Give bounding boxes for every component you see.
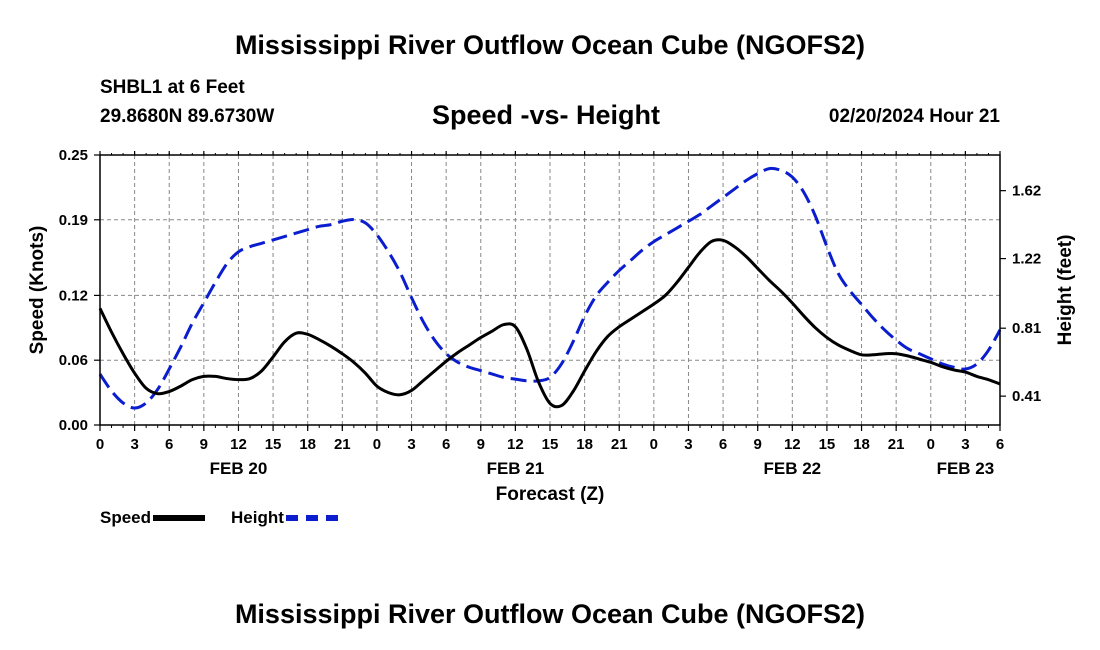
x-tick-label: 15 (265, 436, 282, 453)
x-tick-label: 3 (130, 436, 138, 453)
x-tick-label: 9 (754, 436, 762, 453)
x-tick-label: 12 (230, 436, 247, 453)
x-tick-label: 9 (477, 436, 485, 453)
station-name: SHBL1 at 6 Feet (100, 77, 245, 98)
x-tick-label: 21 (334, 436, 351, 453)
x-tick-label: 6 (996, 436, 1004, 453)
y2-tick-label: 1.62 (1012, 183, 1041, 200)
x-tick-label: 9 (200, 436, 208, 453)
x-tick-label: 0 (650, 436, 658, 453)
y-tick-label: 0.19 (59, 212, 88, 229)
date-label: FEB 23 (937, 459, 995, 478)
x-tick-label: 12 (784, 436, 801, 453)
legend-item-speed: Speed (100, 508, 206, 528)
footer-title: Mississippi River Outflow Ocean Cube (NG… (234, 599, 866, 629)
main-title: Mississippi River Outflow Ocean Cube (NG… (234, 30, 866, 60)
x-tick-label: 3 (407, 436, 415, 453)
x-tick-label: 6 (165, 436, 173, 453)
y2-tick-label: 1.22 (1012, 251, 1041, 268)
y-tick-label: 0.06 (59, 352, 88, 369)
x-tick-label: 0 (373, 436, 381, 453)
x-tick-label: 18 (299, 436, 316, 453)
x-tick-label: 0 (96, 436, 104, 453)
legend-label-height: Height (231, 508, 284, 527)
x-tick-label: 15 (542, 436, 559, 453)
x-tick-label: 3 (684, 436, 692, 453)
date-label: FEB 20 (210, 459, 268, 478)
date-label: FEB 21 (487, 459, 545, 478)
y-axis-label: Speed (Knots) (27, 226, 48, 355)
x-tick-label: 18 (576, 436, 593, 453)
x-tick-label: 6 (442, 436, 450, 453)
run-datetime: 02/20/2024 Hour 21 (828, 106, 1000, 127)
x-tick-label: 0 (927, 436, 935, 453)
legend-swatch-speed (153, 515, 206, 521)
x-tick-label: 21 (888, 436, 905, 453)
y2-tick-label: 0.81 (1012, 320, 1041, 337)
x-tick-label: 21 (611, 436, 628, 453)
chart-title: Speed -vs- Height (432, 100, 661, 130)
x-tick-label: 3 (961, 436, 969, 453)
y2-axis-label: Height (feet) (1055, 235, 1076, 346)
y-tick-label: 0.12 (59, 287, 88, 304)
x-tick-label: 15 (819, 436, 836, 453)
axis-layer: 0 3 6 9 12 15 18 21 0 3 6 9 12 15 18 21 0 3 6 9 12 15 18 21 0 3 6F… (59, 147, 1041, 478)
legend-swatch-height (285, 515, 338, 521)
series-line-speed (98, 238, 1001, 409)
y-tick-label: 0.00 (59, 417, 88, 434)
x-tick-label: 12 (507, 436, 524, 453)
grid-layer (100, 155, 1000, 425)
y-tick-label: 0.25 (59, 147, 88, 164)
series-line-height (98, 166, 1002, 410)
y2-tick-label: 0.41 (1012, 388, 1041, 405)
date-label: FEB 22 (763, 459, 821, 478)
series-layer (98, 166, 1002, 410)
station-coordinates: 29.8680N 89.6730W (100, 106, 275, 127)
x-axis-label: Forecast (Z) (496, 484, 605, 505)
legend-item-height: Height (231, 508, 338, 528)
x-tick-label: 18 (853, 436, 870, 453)
x-tick-label: 6 (719, 436, 727, 453)
legend-label-speed: Speed (100, 508, 152, 527)
